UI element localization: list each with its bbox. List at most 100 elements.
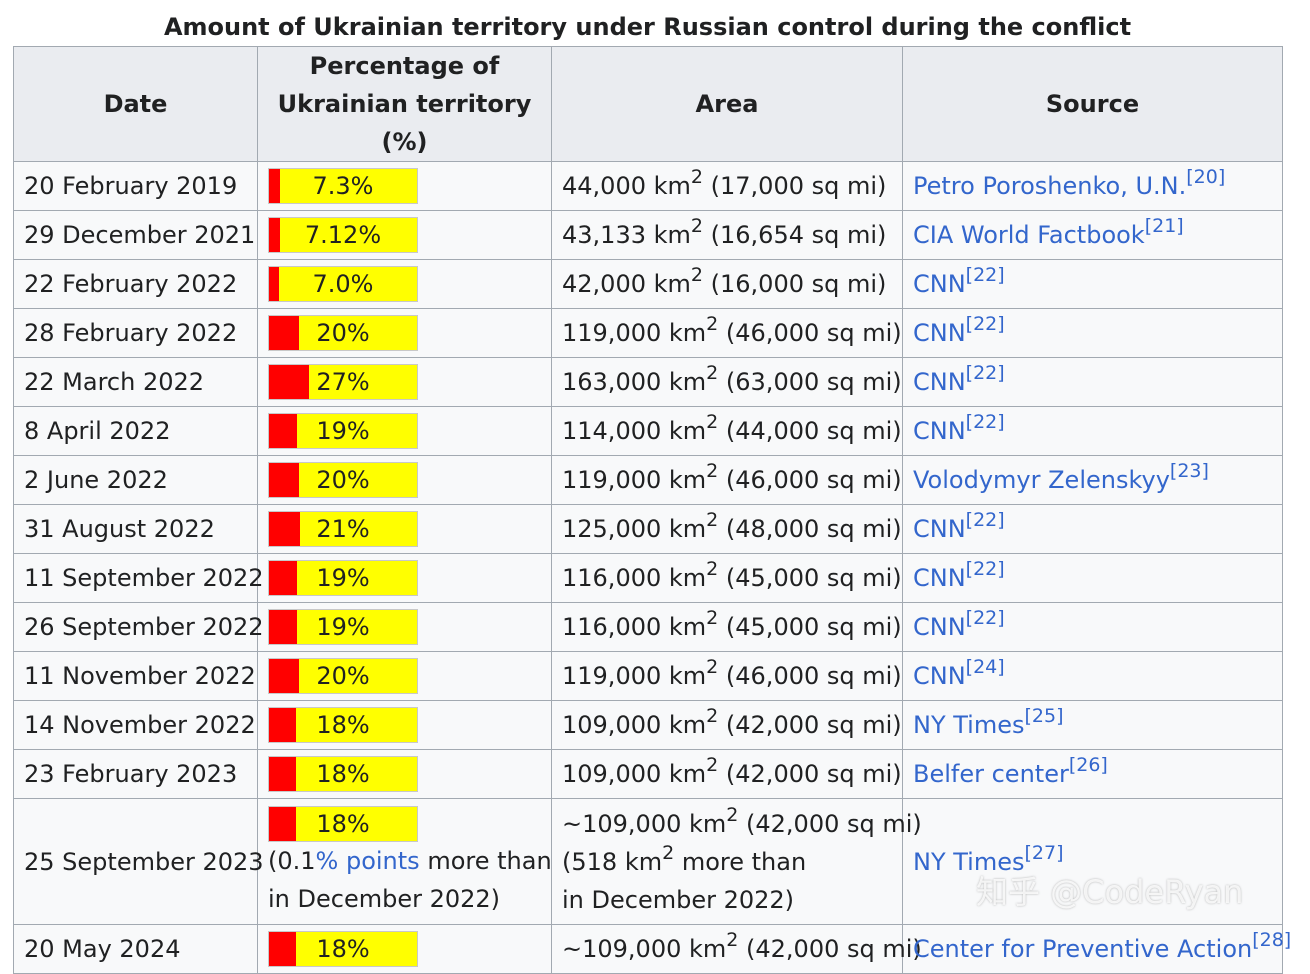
area-cell: ~109,000 km2 (42,000 sq mi) (518 km2 more… [551,798,922,925]
date-cell: 11 September 2022 [13,553,264,603]
table-row: 23 February 2023 18% 109,000 km2 (42,000 s… [13,749,1283,799]
area-km: 42,000 [562,270,646,298]
area-sqmi: (42,000 sq mi) [725,711,902,739]
source-link[interactable]: CNN [913,515,966,543]
column-header-area[interactable]: Area [551,46,903,162]
percentage-value: 21% [316,515,370,543]
territory-table: Date Percentage of Ukrainian territory (%… [13,46,1291,974]
source-link[interactable]: Belfer center [913,760,1069,788]
date-text: 11 September 2022 [24,564,264,592]
area-km: 44,000 [562,172,646,200]
source-link[interactable]: CNN [913,368,966,396]
reference-link[interactable]: [27] [1024,841,1064,864]
area-exponent: 2 [706,411,719,433]
source-link[interactable]: Volodymyr Zelenskyy [913,466,1170,494]
source-cell: Belfer center[26] [902,749,1283,799]
reference-link[interactable]: [23] [1169,460,1209,482]
area-cell: 163,000 km2 (63,000 sq mi) [551,357,903,407]
source-link[interactable]: CNN [913,662,966,690]
area-exponent: 2 [726,803,739,826]
source-link[interactable]: CIA World Factbook [913,221,1145,249]
date-text: 23 February 2023 [24,760,238,788]
percent-points-link[interactable]: % points [315,846,420,875]
area-cell: 119,000 km2 (46,000 sq mi) [551,455,903,505]
source-link[interactable]: NY Times [913,711,1025,739]
percentage-cell: 18% [257,700,552,750]
reference-link[interactable]: [25] [1024,705,1064,727]
reference-link[interactable]: [26] [1068,754,1108,776]
date-cell: 22 March 2022 [13,357,258,407]
source-link[interactable]: CNN [913,319,966,347]
source-cell: CNN[22] [902,357,1283,407]
reference-link[interactable]: [24] [965,656,1005,678]
controlled-fill [269,561,298,595]
percentage-bar: 21% [268,511,418,547]
area-sqmi: (16,654 sq mi) [710,221,887,249]
area-km: 163,000 [562,368,662,396]
date-cell: 22 February 2022 [13,259,258,309]
date-cell: 28 February 2022 [13,308,258,358]
percentage-value: 18% [316,711,370,739]
source-link[interactable]: CNN [913,613,966,641]
area-exponent: 2 [706,656,719,678]
reference-link[interactable]: [22] [965,411,1005,433]
area-km: 119,000 [562,466,662,494]
controlled-fill [269,610,298,644]
reference-link[interactable]: [21] [1144,215,1184,237]
reference-link[interactable]: [22] [965,264,1005,286]
percentage-value: 27% [316,368,370,396]
reference-link[interactable]: [22] [965,558,1005,580]
date-text: 20 May 2024 [24,935,181,963]
area-exponent: 2 [706,754,719,776]
area-value: 119,000 km2 (46,000 sq mi) [562,656,902,695]
area-unit: km [668,466,707,494]
date-cell: 2 June 2022 [13,455,258,505]
source-link[interactable]: Center for Preventive Action [913,935,1253,963]
date-cell: 31 August 2022 [13,504,258,554]
reference-link[interactable]: [22] [965,313,1005,335]
reference-link[interactable]: [28] [1252,929,1292,951]
table-row: 2 June 2022 20% 119,000 km2 (46,000 sq mi)… [13,455,1283,505]
area-unit: km [668,662,707,690]
area-km: 116,000 [562,613,662,641]
reference-link[interactable]: [20] [1186,166,1226,188]
area-sqmi: (63,000 sq mi) [725,368,902,396]
percentage-cell: 20% [257,651,552,701]
area-km: 119,000 [562,319,662,347]
controlled-fill [269,757,296,791]
area-value: ~109,000 km2 (42,000 sq mi) [562,930,922,968]
area-km: 109,000 [582,809,682,838]
area-value: 109,000 km2 (42,000 sq mi) [562,706,902,744]
source-link[interactable]: NY Times [913,847,1025,876]
percentage-bar: 20% [268,315,418,351]
percentage-cell: 18% [257,749,552,799]
controlled-fill [269,708,296,742]
column-header-source[interactable]: Source [902,46,1283,162]
percentage-bar: 20% [268,462,418,498]
percentage-cell: 19% [257,553,552,603]
source-link[interactable]: CNN [913,417,966,445]
source-link[interactable]: CNN [913,270,966,298]
reference-link[interactable]: [22] [965,362,1005,384]
source-link[interactable]: CNN [913,564,966,592]
area-unit: km [668,760,707,788]
area-value: 116,000 km2 (45,000 sq mi) [562,608,902,646]
column-header-percentage[interactable]: Percentage of Ukrainian territory (%) [257,46,552,162]
area-sqmi: (46,000 sq mi) [725,662,902,690]
date-cell: 26 September 2022 [13,602,264,652]
date-text: 26 September 2022 [24,613,264,641]
table-row: 20 February 2019 7.3% 44,000 km2 (17,000 s… [13,161,1283,211]
source-cell: NY Times[25] [902,700,1283,750]
date-cell: 20 February 2019 [13,161,258,211]
reference-link[interactable]: [22] [965,509,1005,531]
controlled-fill [269,218,280,252]
percentage-value: 20% [316,662,370,690]
area-sqmi: (17,000 sq mi) [710,172,887,200]
source-cell: CNN[22] [902,602,1283,652]
percentage-bar: 18% [268,756,418,792]
percentage-bar: 19% [268,413,418,449]
source-link[interactable]: Petro Poroshenko, U.N. [913,172,1187,200]
column-header-date[interactable]: Date [13,46,258,162]
reference-link[interactable]: [22] [965,607,1005,629]
area-cell: 125,000 km2 (48,000 sq mi) [551,504,903,554]
